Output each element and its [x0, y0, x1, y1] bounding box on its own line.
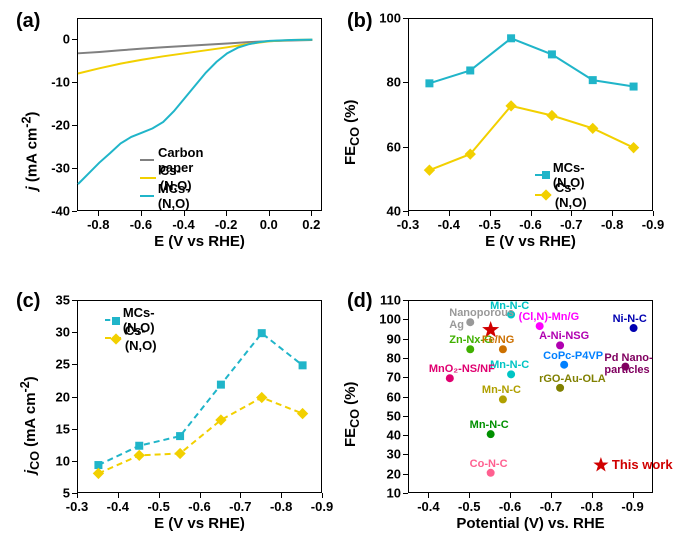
panel-c-xlabel: E (V vs RHE) [77, 515, 322, 532]
legend-b-cs: Cs-(N,O) [535, 180, 593, 210]
panel-a-xlabel: E (V vs RHE) [77, 233, 322, 250]
panel-b-label: (b) [347, 10, 373, 33]
legend-c-cs: Cs-(N,O) [105, 323, 163, 353]
panel-d-xlabel: Potential (V) vs. RHE [408, 515, 653, 532]
plot-b [408, 18, 653, 211]
plot-b-svg [409, 19, 654, 212]
plot-a-svg [78, 19, 323, 212]
legend-a-mcs: MCs-(N,O) [140, 181, 198, 211]
panel-d-ylabel: FECO (%) [342, 347, 362, 447]
panel-b-ylabel: FECO (%) [342, 65, 362, 165]
panel-c-label: (c) [16, 290, 40, 313]
plot-a [77, 18, 322, 211]
panel-a-ylabel: j (mA cm-2) [20, 41, 41, 191]
panel-a-label: (a) [16, 10, 40, 33]
panel-d-label: (d) [347, 290, 373, 313]
panel-b-xlabel: E (V vs RHE) [408, 233, 653, 250]
panel-c-ylabel: jCO (mA cm-2) [18, 324, 42, 474]
